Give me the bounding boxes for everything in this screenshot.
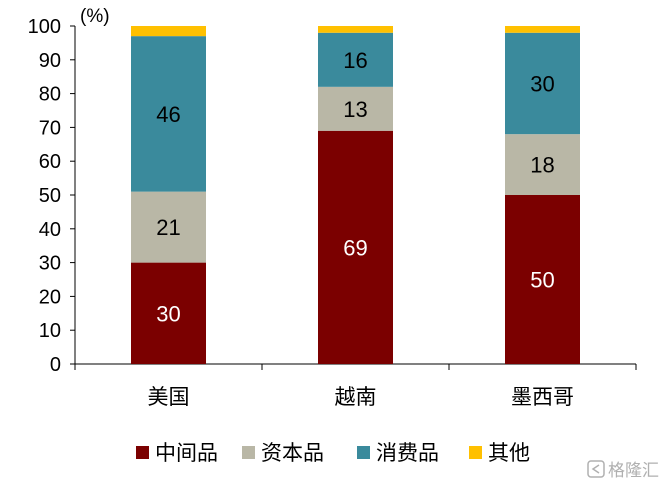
y-tick-label: 70 <box>39 117 61 139</box>
y-tick-label: 30 <box>39 253 61 275</box>
y-tick-label: 20 <box>39 286 61 308</box>
data-label: 16 <box>343 48 367 73</box>
y-tick-label: 100 <box>28 16 61 38</box>
watermark-text: 格隆汇 <box>608 461 659 481</box>
legend-label: 中间品 <box>155 441 218 465</box>
bar-segment <box>505 32 580 135</box>
bar-segment <box>131 26 206 37</box>
y-unit-label: (%) <box>80 6 110 27</box>
bar-segment <box>318 26 393 33</box>
legend-label: 消费品 <box>376 441 439 465</box>
bars <box>131 26 580 364</box>
data-label: 30 <box>156 301 180 326</box>
y-tick-label: 0 <box>50 354 61 376</box>
legend-swatch <box>469 446 482 459</box>
bar-segment <box>318 32 393 87</box>
data-label: 13 <box>343 97 367 122</box>
y-tick-label: 90 <box>39 50 61 72</box>
bar-segment <box>318 130 393 364</box>
bar-segment <box>131 191 206 263</box>
legend: 中间品 资本品 消费品 其他 <box>136 441 530 465</box>
y-tick-label: 50 <box>39 185 61 207</box>
x-category-label: 越南 <box>335 385 377 409</box>
legend-label: 其他 <box>488 441 530 465</box>
axes: 0 10 20 30 40 50 60 70 80 90 100 美国 越南 墨西哥 <box>28 16 637 409</box>
legend-swatch <box>136 446 149 459</box>
y-tick-label: 10 <box>39 320 61 342</box>
watermark-logo-icon <box>587 460 605 478</box>
data-label: 50 <box>530 268 554 293</box>
x-category-label: 美国 <box>148 385 190 409</box>
bar-segment <box>505 26 580 33</box>
data-label: 46 <box>156 102 180 127</box>
data-label: 30 <box>530 71 554 96</box>
y-tick-label: 40 <box>39 219 61 241</box>
legend-label: 资本品 <box>261 441 324 465</box>
bar-segment <box>131 262 206 364</box>
y-tick-label: 80 <box>39 84 61 106</box>
data-label: 21 <box>156 215 180 240</box>
data-label: 69 <box>343 235 367 260</box>
data-label: 18 <box>530 153 554 178</box>
data-labels: 30 21 46 69 13 16 50 18 30 <box>156 48 554 326</box>
legend-swatch <box>357 446 370 459</box>
bar-segment <box>131 36 206 192</box>
x-category-label: 墨西哥 <box>511 385 574 409</box>
legend-swatch <box>242 446 255 459</box>
bar-segment <box>505 134 580 195</box>
y-tick-label: 60 <box>39 151 61 173</box>
bar-segment <box>505 195 580 364</box>
watermark: 格隆汇 <box>587 460 659 481</box>
bar-segment <box>318 86 393 131</box>
